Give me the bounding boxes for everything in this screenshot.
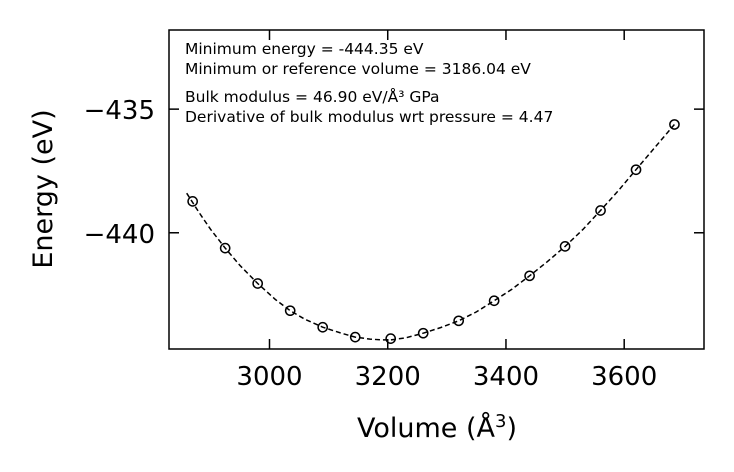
data-point: [559, 241, 571, 252]
annotation-min-energy: Minimum energy = -444.35 eV: [185, 40, 424, 58]
data-point: [219, 242, 231, 254]
data-points: [187, 119, 680, 344]
data-point: [284, 305, 296, 317]
data-point: [349, 331, 361, 343]
x-tick-label: 3200: [355, 362, 421, 392]
data-point: [385, 333, 397, 344]
data-point: [595, 205, 606, 216]
y-tick-label: −435: [84, 96, 155, 126]
data-point: [488, 295, 500, 307]
data-point: [524, 270, 535, 282]
fit-curve: [186, 124, 675, 341]
x-tick-label: 3400: [473, 362, 539, 392]
annotation-bulk-derivative: Derivative of bulk modulus wrt pressure …: [185, 108, 553, 126]
data-point: [317, 321, 329, 333]
x-tick-label: 3600: [591, 362, 657, 392]
y-axis-label: Energy (eV): [28, 109, 59, 268]
axis-ticks: [169, 30, 704, 349]
x-axis-label: Volume (Å3): [357, 411, 517, 444]
data-point: [669, 119, 680, 130]
x-tick-label: 3000: [236, 362, 302, 392]
data-point: [630, 164, 642, 176]
y-tick-label: −440: [84, 220, 155, 250]
data-point: [252, 278, 264, 289]
annotation-bulk-modulus: Bulk modulus = 46.90 eV/Å³ GPa: [185, 87, 440, 106]
tick-labels: 3000 3200 3400 3600 −435 −440: [84, 96, 658, 392]
data-point: [417, 327, 429, 339]
plot-frame: [168, 29, 705, 350]
data-point: [453, 315, 465, 327]
data-point: [187, 196, 198, 207]
annotation-min-volume: Minimum or reference volume = 3186.04 eV: [185, 60, 531, 78]
